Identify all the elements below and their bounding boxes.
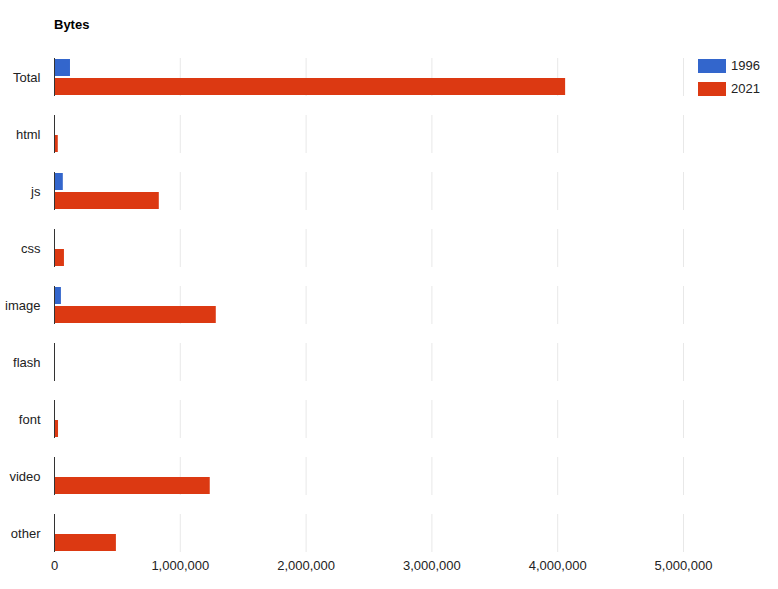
svg-text:video: video — [9, 469, 40, 484]
html-text:2021: 2021 — [731, 81, 760, 96]
svg-text:image: image — [5, 298, 40, 313]
svg-text:font: font — [19, 412, 41, 427]
svg-text:0: 0 — [51, 558, 58, 573]
svg-text:3,000,000: 3,000,000 — [403, 558, 461, 573]
svg-text:2,000,000: 2,000,000 — [277, 558, 335, 573]
html-text:1996: 1996 — [731, 58, 760, 73]
svg-text:other: other — [11, 526, 41, 541]
svg-text:html: html — [16, 127, 41, 142]
html-text:Bytes: Bytes — [54, 17, 90, 32]
svg-text:Total: Total — [13, 70, 41, 85]
svg-text:5,000,000: 5,000,000 — [655, 558, 713, 573]
svg-text:4,000,000: 4,000,000 — [529, 558, 587, 573]
svg-text:flash: flash — [13, 355, 40, 370]
svg-text:js: js — [30, 184, 41, 199]
svg-text:css: css — [21, 241, 41, 256]
svg-text:1,000,000: 1,000,000 — [151, 558, 209, 573]
